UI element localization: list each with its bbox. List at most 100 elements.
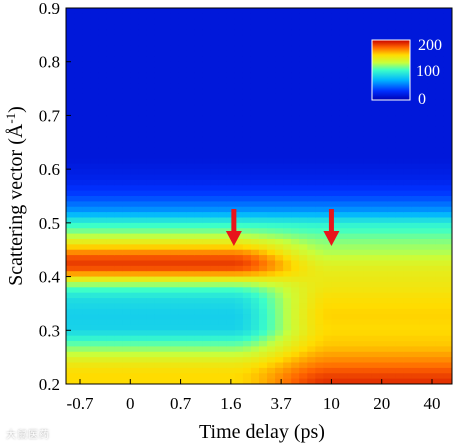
heatmap-cell [162,147,172,154]
heatmap-cell [379,341,389,347]
heatmap-cell [114,8,123,14]
heatmap-cell [363,298,373,305]
heatmap-cell [387,190,397,197]
heatmap-cell [194,45,204,52]
heatmap-cell [138,67,148,74]
heatmap-cell [371,265,381,272]
heatmap-cell [443,233,452,240]
heatmap-cell [363,206,373,213]
heatmap-cell [186,271,196,278]
heatmap-cell [170,298,180,305]
heatmap-cell [283,357,292,364]
heatmap-cell [323,40,332,47]
heatmap-cell [267,163,276,170]
heatmap-cell [82,50,91,57]
heatmap-cell [202,303,212,310]
heatmap-cell [363,255,373,262]
heatmap-cell [194,18,204,25]
heatmap-cell [98,265,107,272]
heatmap-cell [250,153,260,159]
heatmap-cell [226,373,236,380]
heatmap-cell [315,260,324,267]
heatmap-cell [435,206,445,213]
heatmap-cell [218,351,228,358]
heatmap-cell [154,110,164,117]
heatmap-cell [403,206,413,213]
heatmap-cell [106,126,115,133]
heatmap-cell [66,255,75,262]
heatmap-cell [315,40,324,47]
heatmap-cell [275,298,284,305]
heatmap-cell [315,185,324,192]
heatmap-cell [259,330,268,337]
heatmap-cell [275,158,284,165]
heatmap-cell [331,212,341,219]
heatmap-cell [170,77,180,84]
heatmap-cell [250,244,260,251]
heatmap-cell [98,83,107,90]
heatmap-cell [331,265,341,272]
heatmap-cell [315,201,324,208]
heatmap-cell [186,120,196,127]
heatmap-cell [154,249,164,256]
heatmap-cell [194,142,204,149]
heatmap-cell [74,18,83,25]
heatmap-cell [130,206,139,213]
heatmap-cell [419,222,429,229]
heatmap-cell [275,228,284,235]
heatmap-cell [395,131,405,138]
heatmap-cell [122,341,131,347]
heatmap-cell [194,222,204,229]
heatmap-cell [267,115,276,122]
heatmap-cell [82,271,91,278]
heatmap-cell [74,29,83,36]
heatmap-cell [371,319,381,326]
heatmap-cell [130,174,139,181]
heatmap-cell [194,120,204,127]
heatmap-cell [371,142,381,149]
heatmap-cell [106,367,115,374]
heatmap-cell [162,265,172,272]
heatmap-cell [307,8,316,14]
heatmap-cell [435,346,445,353]
heatmap-cell [315,373,324,380]
heatmap-cell [267,179,276,186]
heatmap-cell [234,56,244,63]
heatmap-cell [299,308,308,315]
heatmap-cell [339,367,349,374]
heatmap-cell [90,50,99,57]
heatmap-cell [347,292,357,299]
heatmap-cell [363,260,373,267]
heatmap-cell [283,99,292,106]
heatmap-cell [130,190,139,197]
heatmap-cell [427,249,437,256]
heatmap-cell [90,99,99,106]
heatmap-cell [363,29,373,36]
heatmap-cell [427,314,437,321]
heatmap-cell [226,72,236,79]
heatmap-cell [427,330,437,337]
heatmap-cell [363,158,373,165]
heatmap-cell [395,341,405,347]
heatmap-cell [443,346,452,353]
heatmap-cell [210,292,220,299]
heatmap-cell [363,8,373,14]
heatmap-cell [435,131,445,138]
heatmap-cell [419,126,429,133]
heatmap-cell [427,174,437,181]
heatmap-cell [419,174,429,181]
heatmap-cell [259,72,268,79]
heatmap-cell [146,34,156,41]
heatmap-cell [106,217,115,224]
heatmap-cell [331,115,341,122]
heatmap-cell [299,298,308,305]
heatmap-cell [130,196,139,202]
heatmap-cell [202,357,212,364]
heatmap-cell [395,120,405,127]
heatmap-cell [234,319,244,326]
heatmap-cell [259,228,268,235]
heatmap-cell [419,324,429,331]
heatmap-cell [299,265,308,272]
heatmap-cell [218,357,228,364]
heatmap-cell [178,131,188,138]
